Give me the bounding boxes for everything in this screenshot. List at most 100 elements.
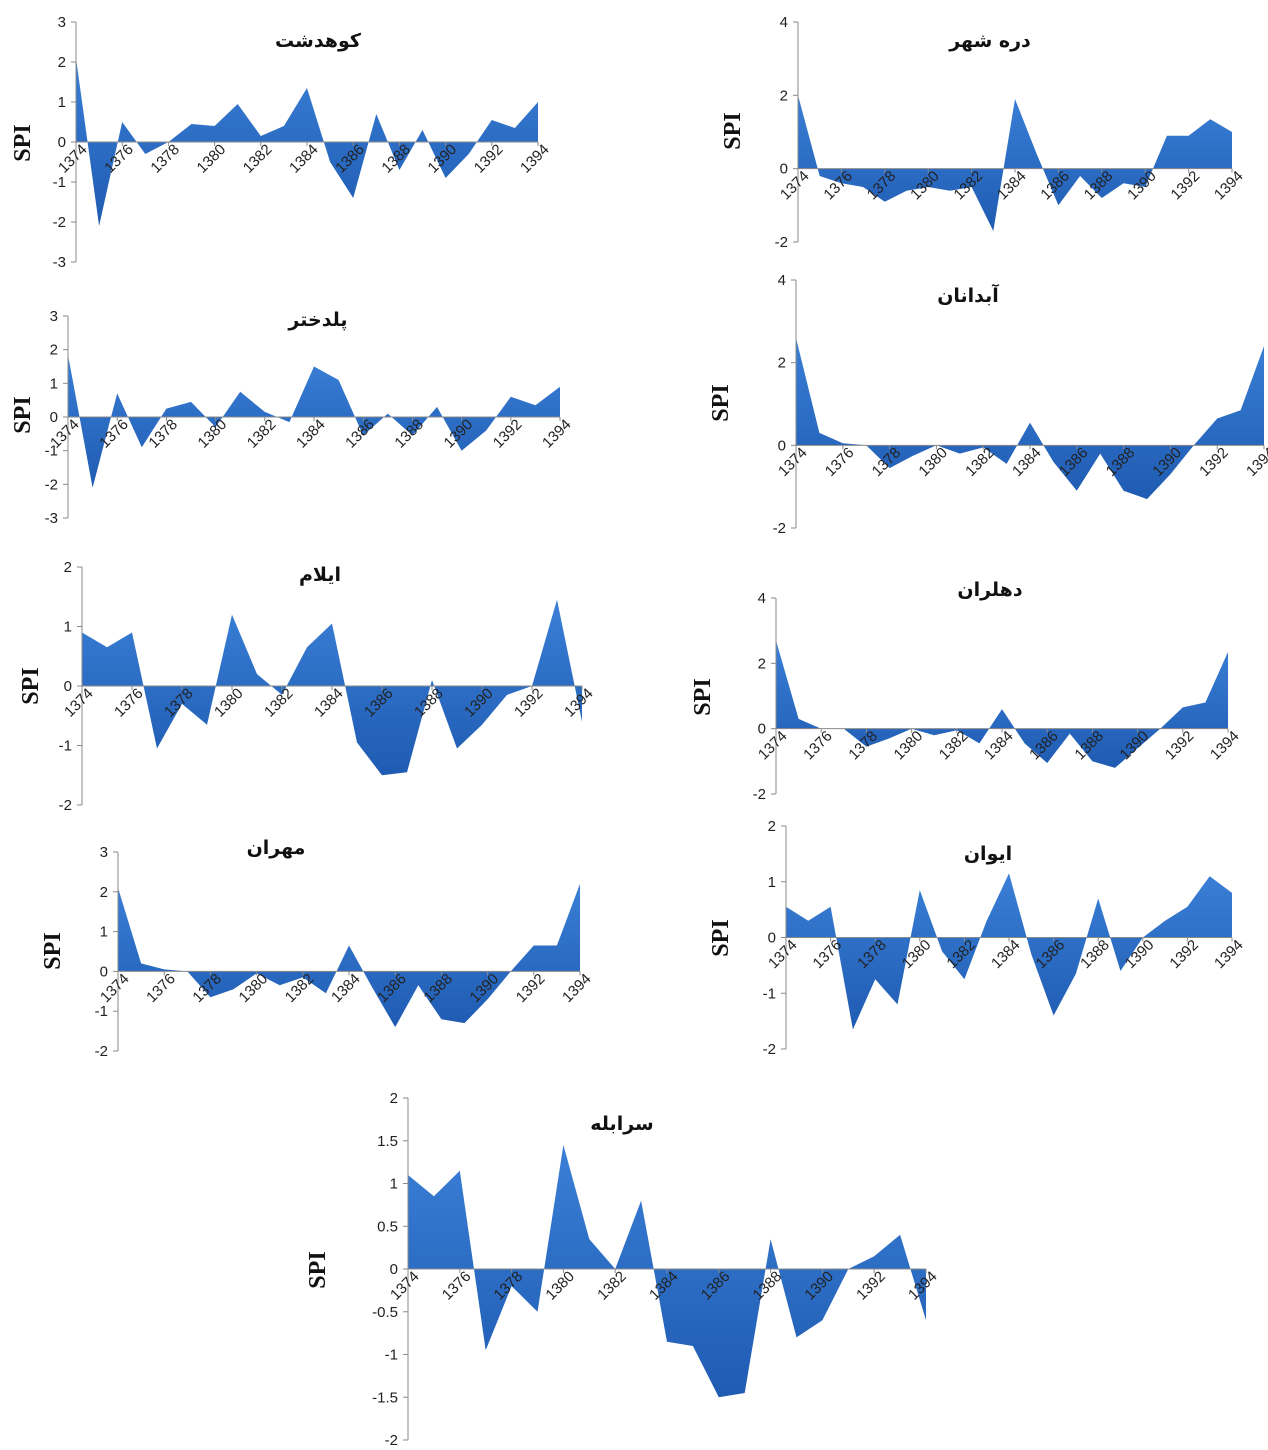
y-axis-label: SPI [708, 384, 734, 421]
x-tick-label: 1384 [311, 685, 347, 721]
x-tick-label: 1382 [244, 416, 280, 452]
x-tick-label: 1394 [1207, 728, 1243, 764]
y-tick-label: 1 [100, 924, 108, 941]
chart-title: مهران [247, 837, 306, 859]
chart-title: پلدختر [287, 309, 347, 331]
y-tick-label: 0.5 [377, 1218, 398, 1235]
y-tick-label: -2 [385, 1432, 398, 1449]
y-tick-label: -1 [95, 1003, 108, 1020]
y-axis-label: SPI [18, 667, 44, 704]
y-tick-label: 0 [778, 437, 786, 454]
x-tick-label: 1394 [561, 685, 597, 721]
y-tick-label: -1 [53, 174, 66, 191]
chart-title: کوهدشت [275, 30, 362, 52]
x-tick-label: 1384 [981, 728, 1017, 764]
x-tick-label: 1376 [439, 1268, 475, 1304]
y-tick-label: 0 [58, 134, 66, 151]
x-tick-label: 1380 [194, 141, 230, 177]
x-tick-label: 1392 [471, 141, 507, 177]
y-tick-label: 0 [758, 721, 766, 738]
y-tick-label: 0 [64, 678, 72, 695]
x-tick-label: 1376 [143, 970, 179, 1006]
y-tick-label: 2 [758, 655, 766, 672]
y-tick-label: 1.5 [377, 1133, 398, 1150]
y-tick-label: 2 [778, 355, 786, 372]
y-tick-label: 2 [390, 1090, 398, 1107]
x-tick-label: 1376 [822, 444, 858, 480]
chart-title: دهلران [957, 579, 1022, 601]
y-tick-label: 1 [50, 375, 58, 392]
y-axis-label: SPI [690, 678, 716, 715]
x-tick-label: 1394 [1211, 937, 1247, 973]
y-tick-label: -1.5 [372, 1389, 398, 1406]
y-tick-label: -1 [45, 443, 58, 460]
x-tick-label: 1382 [594, 1268, 630, 1304]
x-tick-label: 1380 [195, 416, 231, 452]
chart-title: دره شهر [948, 30, 1031, 52]
y-tick-label: -3 [45, 510, 58, 527]
spi-area-series [786, 873, 1232, 1030]
spi-area-series [82, 599, 582, 776]
y-axis-label: SPI [40, 932, 66, 969]
x-tick-label: 1384 [293, 416, 329, 452]
y-tick-label: 0 [768, 930, 776, 947]
x-tick-label: 1382 [240, 141, 276, 177]
chart-title: ایلام [299, 564, 341, 586]
y-tick-label: 3 [58, 14, 66, 31]
x-tick-label: 1394 [1211, 168, 1247, 204]
y-tick-label: 0 [780, 161, 788, 178]
y-tick-label: -1 [763, 985, 776, 1002]
spi-area-series [798, 95, 1232, 231]
y-tick-label: -2 [773, 520, 786, 537]
y-tick-label: -0.5 [372, 1304, 398, 1321]
x-tick-label: 1392 [1162, 728, 1198, 764]
x-tick-label: 1380 [211, 685, 247, 721]
y-tick-label: -1 [385, 1347, 398, 1364]
y-tick-label: -2 [45, 476, 58, 493]
y-tick-label: -2 [775, 234, 788, 251]
spi-area-series [796, 337, 1264, 500]
x-tick-label: 1392 [1168, 168, 1204, 204]
y-tick-label: 2 [768, 818, 776, 835]
y-tick-label: 2 [58, 54, 66, 71]
y-tick-label: 4 [758, 590, 766, 607]
y-tick-label: 2 [100, 884, 108, 901]
x-tick-label: 1384 [988, 937, 1024, 973]
y-tick-label: 0 [390, 1261, 398, 1278]
x-tick-label: 1384 [286, 141, 322, 177]
y-tick-label: -2 [53, 214, 66, 231]
y-tick-label: 0 [100, 963, 108, 980]
y-tick-label: 2 [50, 342, 58, 359]
y-tick-label: 3 [50, 308, 58, 325]
spi-area-series [68, 354, 560, 488]
x-tick-label: 1392 [853, 1268, 889, 1304]
x-tick-label: 1394 [539, 416, 575, 452]
y-axis-label: SPI [708, 919, 734, 956]
y-tick-label: 1 [64, 619, 72, 636]
y-axis-label: SPI [10, 124, 36, 161]
y-tick-label: -2 [95, 1043, 108, 1060]
y-tick-label: 4 [778, 272, 786, 289]
y-tick-label: 2 [64, 559, 72, 576]
chart-title: سرابله [590, 1113, 653, 1135]
x-tick-label: 1392 [1166, 937, 1202, 973]
y-tick-label: 0 [50, 409, 58, 426]
y-axis-label: SPI [10, 396, 36, 433]
y-tick-label: 1 [390, 1176, 398, 1193]
x-tick-label: 1394 [559, 970, 595, 1006]
y-tick-label: -2 [763, 1041, 776, 1058]
y-tick-label: 3 [100, 844, 108, 861]
y-tick-label: 4 [780, 14, 788, 31]
y-axis-label: SPI [305, 1251, 331, 1288]
x-tick-label: 1392 [1196, 444, 1232, 480]
